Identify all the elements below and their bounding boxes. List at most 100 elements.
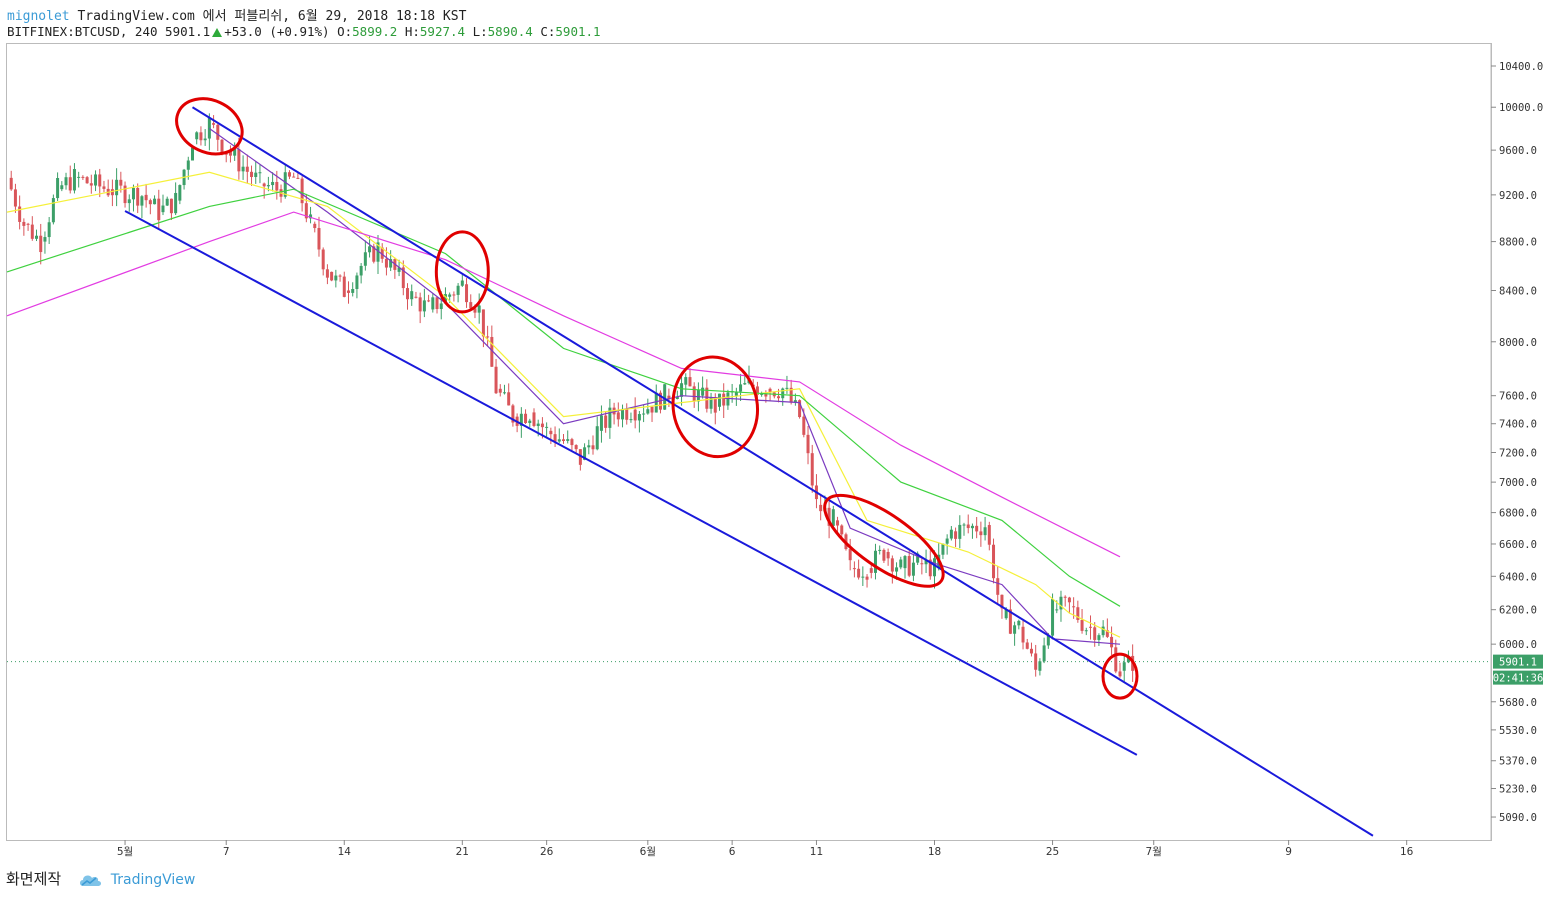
candle-body	[1038, 661, 1042, 671]
made-with-text: 화면제작	[6, 870, 62, 888]
candle-body	[494, 366, 498, 394]
candle-body	[502, 392, 506, 394]
y-tick-label: 6800.0	[1499, 508, 1537, 520]
x-tick-label: 11	[810, 846, 823, 858]
x-tick-label: 14	[338, 846, 352, 858]
candle-body	[591, 445, 595, 450]
up-arrow-icon	[212, 28, 223, 37]
y-tick-label: 7400.0	[1499, 419, 1537, 431]
candle-body	[72, 169, 76, 191]
x-tick-label: 7월	[1146, 846, 1162, 858]
candle-body	[254, 172, 258, 178]
candle-body	[907, 556, 911, 576]
author-name[interactable]: mignolet	[7, 9, 70, 24]
candle-body	[39, 235, 43, 253]
candle-body	[26, 223, 30, 225]
last-price-tag-text: 5901.1	[1499, 657, 1537, 669]
x-tick-label: 6월	[640, 846, 656, 858]
y-tick-label: 10400.0	[1499, 61, 1543, 73]
y-tick-label: 8400.0	[1499, 285, 1537, 297]
candle-body	[469, 302, 473, 309]
candle-body	[119, 179, 123, 186]
candle-body	[465, 284, 469, 303]
candle-body	[68, 177, 72, 191]
candle-body	[667, 395, 671, 400]
channel-line-lower	[124, 210, 1138, 756]
candle-body	[144, 194, 148, 201]
candle-body	[954, 531, 958, 539]
candle-body	[882, 549, 886, 561]
low-label: L:	[472, 24, 488, 39]
candle-body	[831, 509, 835, 526]
price-chart[interactable]: 10400.0 10000.0 9600.0 9200.0 8800.0 8400.0 80…	[0, 0, 1550, 865]
candle-body	[60, 185, 64, 190]
candle-body	[895, 567, 899, 572]
candle-body	[351, 288, 355, 293]
x-tick-label: 5월	[117, 846, 133, 858]
candle-body	[549, 430, 553, 435]
high-label: H:	[404, 24, 420, 39]
candle-body	[216, 124, 220, 140]
candle-body	[422, 300, 426, 312]
candle-body	[406, 288, 410, 300]
y-tick-label: 8000.0	[1499, 337, 1537, 349]
candle-body	[785, 387, 789, 389]
candle-body	[309, 214, 313, 219]
candle-body	[456, 285, 460, 295]
candle-body	[911, 562, 915, 576]
candle-body	[1110, 636, 1114, 648]
candle-body	[275, 181, 279, 191]
candle-body	[642, 413, 646, 415]
candle-body	[296, 177, 300, 179]
open-label: O:	[337, 24, 353, 39]
candle-body	[701, 387, 705, 396]
candle-body	[473, 308, 477, 313]
y-tick-label: 6600.0	[1499, 539, 1537, 551]
candle-body	[359, 265, 363, 276]
candle-body	[553, 434, 557, 442]
candle-body	[528, 420, 532, 424]
candle-body	[557, 439, 561, 442]
candle-body	[739, 384, 743, 392]
candle-body	[540, 423, 544, 428]
candle-body	[228, 150, 232, 156]
candle-body	[195, 132, 199, 140]
candle-body	[928, 559, 932, 577]
candle-body	[890, 558, 894, 572]
candle-body	[1114, 647, 1118, 672]
y-tick-label: 7200.0	[1499, 448, 1537, 460]
candle-body	[443, 294, 447, 304]
candle-body	[933, 558, 936, 577]
candle-body	[680, 383, 684, 397]
y-tick-label: 9200.0	[1499, 190, 1537, 202]
candle-body	[313, 223, 317, 229]
candle-body	[13, 189, 17, 207]
x-tick-label: 9	[1285, 846, 1292, 858]
candle-body	[486, 336, 490, 338]
candle-body	[165, 198, 169, 206]
candle-body	[1051, 599, 1055, 636]
candle-body	[477, 305, 481, 313]
high-value: 5927.4	[419, 24, 466, 39]
candle-body	[966, 524, 970, 529]
candle-body	[64, 177, 68, 186]
candle-body	[945, 538, 949, 544]
candle-body	[949, 529, 953, 539]
candle-body	[220, 139, 224, 154]
candle-body	[262, 183, 266, 187]
candle-body	[743, 383, 747, 385]
candle-body	[1080, 619, 1084, 631]
candle-body	[1122, 662, 1126, 671]
candle-body	[490, 336, 494, 367]
candle-body	[338, 275, 342, 277]
candle-body	[47, 222, 51, 238]
candle-body	[77, 176, 81, 178]
moving-average-line	[6, 171, 1121, 638]
annotation-circle	[1101, 652, 1139, 700]
tradingview-brand[interactable]: TradingView	[110, 871, 196, 888]
candle-body	[755, 386, 759, 395]
candle-body	[140, 196, 144, 206]
candle-body	[380, 247, 384, 259]
candle-body	[330, 271, 334, 281]
candle-body	[983, 527, 987, 536]
